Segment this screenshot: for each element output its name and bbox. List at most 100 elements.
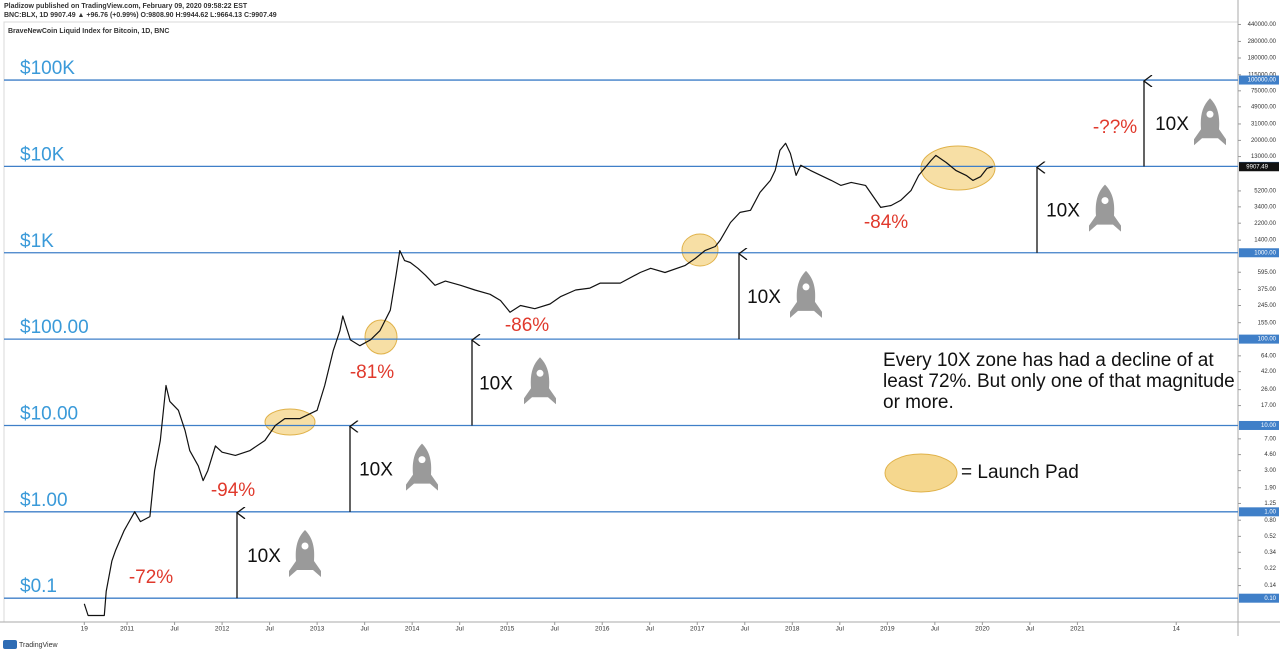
y-tick-label: 5200.00 bbox=[1254, 189, 1276, 195]
level-label: $1.00 bbox=[20, 490, 68, 511]
drawdown-label: -86% bbox=[505, 315, 549, 336]
drawdown-label: -??% bbox=[1093, 117, 1137, 138]
x-tick-label: 2014 bbox=[405, 626, 420, 633]
x-tick-label: 2018 bbox=[785, 626, 800, 633]
rocket bbox=[790, 270, 822, 318]
rocket bbox=[1089, 184, 1121, 232]
y-tick-label: 75000.00 bbox=[1251, 88, 1277, 94]
y-tick-label: 1.90 bbox=[1264, 485, 1276, 491]
level-axis-label: 1000.00 bbox=[1254, 250, 1276, 256]
level-label: $10K bbox=[20, 144, 65, 165]
x-tick-label: Jul bbox=[170, 626, 179, 633]
price-line bbox=[83, 142, 993, 617]
x-tick-label: Jul bbox=[836, 626, 845, 633]
x-tick-label: 2012 bbox=[215, 626, 230, 633]
y-tick-label: 2200.00 bbox=[1254, 221, 1276, 227]
level-axis-box bbox=[1239, 507, 1279, 517]
y-tick-label: 245.00 bbox=[1258, 303, 1277, 309]
symbol-line: BNC:BLX, 1D 9907.49 ▲ +96.76 (+0.99%) O:… bbox=[4, 12, 277, 19]
y-tick-label: 17.00 bbox=[1261, 403, 1277, 409]
level-axis-box bbox=[1239, 593, 1279, 603]
footer-logo bbox=[3, 640, 17, 649]
ten-x-label: 10X bbox=[1155, 114, 1189, 135]
x-tick-label: Jul bbox=[1026, 626, 1035, 633]
y-tick-label: 0.52 bbox=[1264, 534, 1276, 540]
y-tick-label: 42.00 bbox=[1261, 369, 1277, 375]
x-tick-label: 2017 bbox=[690, 626, 705, 633]
x-tick-label: 2015 bbox=[500, 626, 515, 633]
x-tick-label: Jul bbox=[551, 626, 560, 633]
level-axis-label: 10.00 bbox=[1261, 423, 1277, 429]
drawdown-label: -72% bbox=[129, 567, 173, 588]
level-axis-label: 1.00 bbox=[1264, 509, 1276, 515]
rocket bbox=[1194, 98, 1226, 146]
ten-x-label: 10X bbox=[359, 460, 393, 481]
ten-x-label: 10X bbox=[247, 546, 281, 567]
level-axis-box bbox=[1239, 334, 1279, 344]
x-tick-label: 2021 bbox=[1070, 626, 1085, 633]
level-axis-box bbox=[1239, 420, 1279, 430]
y-tick-label: 180000.00 bbox=[1248, 56, 1277, 62]
x-tick-label: 2013 bbox=[310, 626, 325, 633]
ten-x-label: 10X bbox=[1046, 201, 1080, 222]
y-tick-label: 3400.00 bbox=[1254, 204, 1276, 210]
y-tick-label: 3.00 bbox=[1264, 468, 1276, 474]
chart-title: BraveNewCoin Liquid Index for Bitcoin, 1… bbox=[8, 28, 169, 35]
y-tick-label: 280000.00 bbox=[1248, 39, 1277, 45]
level-axis-label: 0.10 bbox=[1264, 596, 1276, 602]
y-tick-label: 13000.00 bbox=[1251, 154, 1277, 160]
level-label: $100K bbox=[20, 58, 75, 79]
y-tick-label: 4.60 bbox=[1264, 452, 1276, 458]
rocket bbox=[524, 357, 556, 405]
y-tick-label: 375.00 bbox=[1258, 287, 1277, 293]
x-tick-label: Jul bbox=[741, 626, 750, 633]
drawdown-label: -94% bbox=[211, 480, 255, 501]
legend-swatch bbox=[884, 453, 958, 493]
x-tick-label: 2011 bbox=[120, 626, 134, 633]
x-tick-label: Jul bbox=[456, 626, 465, 633]
drawdown-label: -84% bbox=[864, 212, 908, 233]
launch-pad bbox=[681, 233, 719, 267]
x-tick-label: Jul bbox=[646, 626, 655, 633]
x-tick-label: Jul bbox=[265, 626, 274, 633]
x-tick-label: 2019 bbox=[880, 626, 895, 633]
y-tick-label: 595.00 bbox=[1258, 270, 1277, 276]
footer: TradingView bbox=[19, 642, 58, 649]
rocket bbox=[406, 443, 438, 491]
y-tick-label: 1.25 bbox=[1264, 501, 1276, 507]
y-tick-label: 0.14 bbox=[1264, 583, 1276, 589]
description: Every 10X zone has had a decline of at l… bbox=[883, 350, 1235, 413]
y-tick-label: 440000.00 bbox=[1248, 22, 1277, 28]
y-tick-label: 26.00 bbox=[1261, 387, 1277, 393]
ten-x-label: 10X bbox=[479, 373, 513, 394]
x-tick-label: 14 bbox=[1173, 626, 1181, 633]
level-axis-box bbox=[1239, 248, 1279, 258]
author-line: Pladizow published on TradingView.com, F… bbox=[4, 3, 248, 10]
legend-label: = Launch Pad bbox=[961, 462, 1079, 483]
plot-frame bbox=[3, 21, 1239, 623]
level-label: $1K bbox=[20, 231, 54, 252]
level-axis-box bbox=[1239, 75, 1279, 85]
level-label: $10.00 bbox=[20, 403, 78, 424]
x-tick-label: 2020 bbox=[975, 626, 990, 633]
x-tick-label: Jul bbox=[931, 626, 940, 633]
y-tick-label: 31000.00 bbox=[1251, 122, 1277, 128]
level-axis-label: 100000.00 bbox=[1248, 78, 1277, 84]
level-label: $100.00 bbox=[20, 317, 89, 338]
level-axis-label: 100.00 bbox=[1258, 337, 1277, 343]
y-tick-label: 20000.00 bbox=[1251, 138, 1277, 144]
y-tick-label: 1400.00 bbox=[1254, 238, 1276, 244]
launch-pad bbox=[920, 145, 996, 191]
last-price-box bbox=[1239, 162, 1279, 172]
x-tick-label: 19 bbox=[81, 626, 89, 633]
last-price: 9907.49 bbox=[1246, 164, 1268, 170]
rocket bbox=[289, 530, 321, 578]
launch-pad bbox=[364, 319, 398, 355]
x-tick-label: Jul bbox=[360, 626, 369, 633]
drawdown-label: -81% bbox=[350, 362, 394, 383]
ten-x-label: 10X bbox=[747, 287, 781, 308]
y-tick-label: 0.80 bbox=[1264, 518, 1276, 524]
y-tick-label: 115000.00 bbox=[1248, 72, 1277, 78]
